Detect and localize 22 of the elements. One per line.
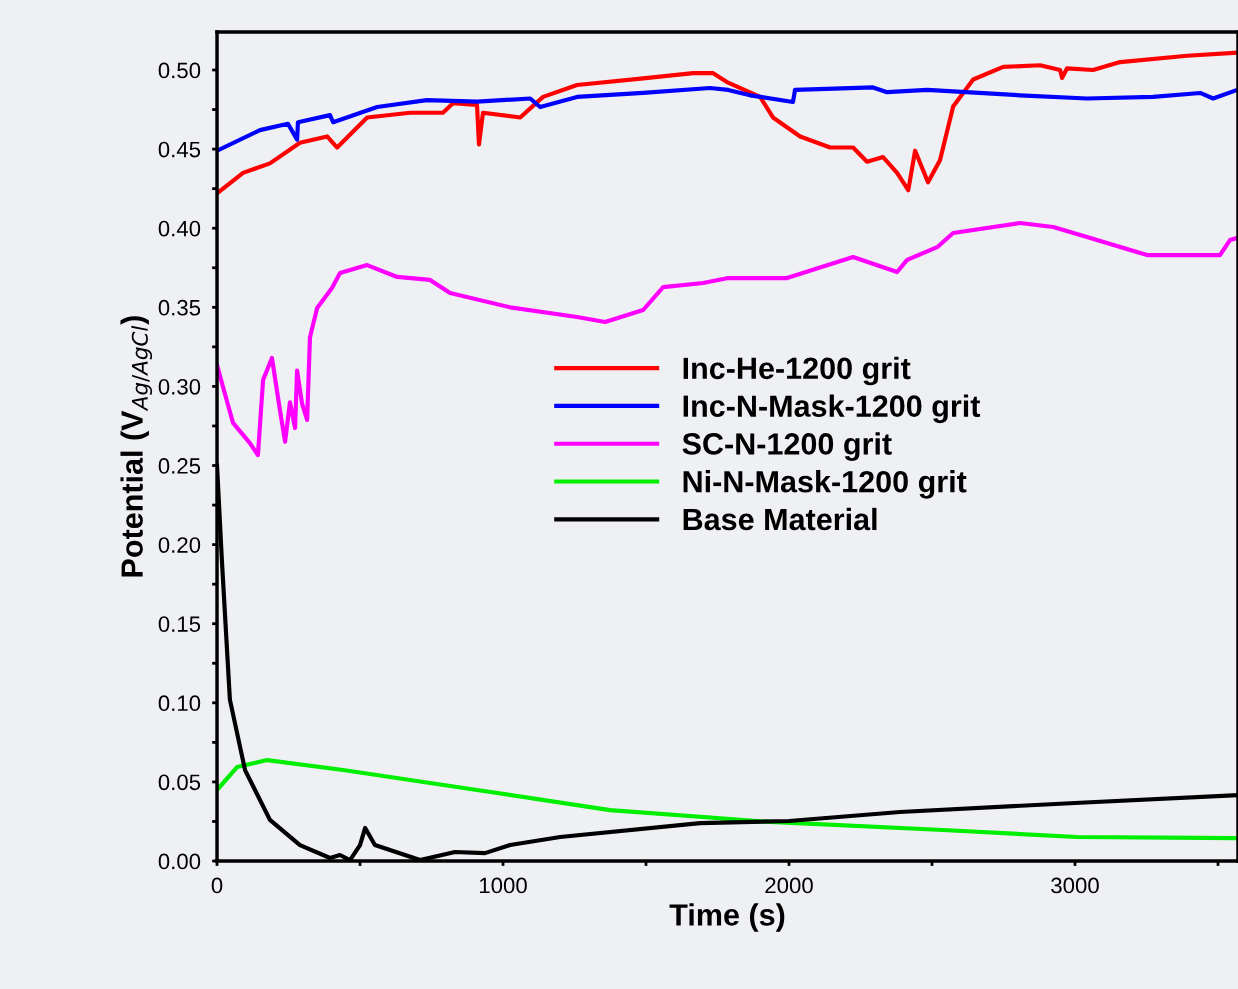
- legend-label: SC-N-1200 grit: [682, 432, 892, 461]
- y-tick-label: 0.25: [158, 458, 201, 474]
- y-tick-label: 0.50: [158, 62, 201, 79]
- y-tick-label: 0.40: [158, 220, 201, 237]
- y-tick-label: 0.15: [158, 616, 201, 632]
- y-tick-label: 0.45: [158, 141, 201, 158]
- legend-label: Ni-N-Mask-1200 grit: [683, 470, 967, 499]
- y-tick-label: 0.10: [158, 695, 201, 712]
- y-tick-label: 0.00: [158, 853, 201, 870]
- y-tick-label: 0.30: [158, 378, 201, 395]
- legend-label: Inc-He-1200 grit: [683, 356, 911, 386]
- y-tick-label: 0.20: [158, 537, 201, 553]
- y-tick-label: 0.35: [158, 299, 201, 316]
- legend-label: Base Material: [683, 507, 877, 531]
- x-axis-title: Time (s): [669, 903, 785, 932]
- legend-label: Inc-N-Mask-1200 grit: [683, 394, 981, 424]
- y-axis-title: Potential (V$_{Ag/AgCl}$): [120, 316, 153, 577]
- y-tick-label: 0.05: [158, 774, 201, 791]
- x-tick-label: 0: [211, 877, 223, 894]
- x-tick-label: 2000: [765, 877, 813, 894]
- x-tick-label: 1000: [479, 877, 527, 894]
- x-tick-label: 3000: [1051, 877, 1099, 894]
